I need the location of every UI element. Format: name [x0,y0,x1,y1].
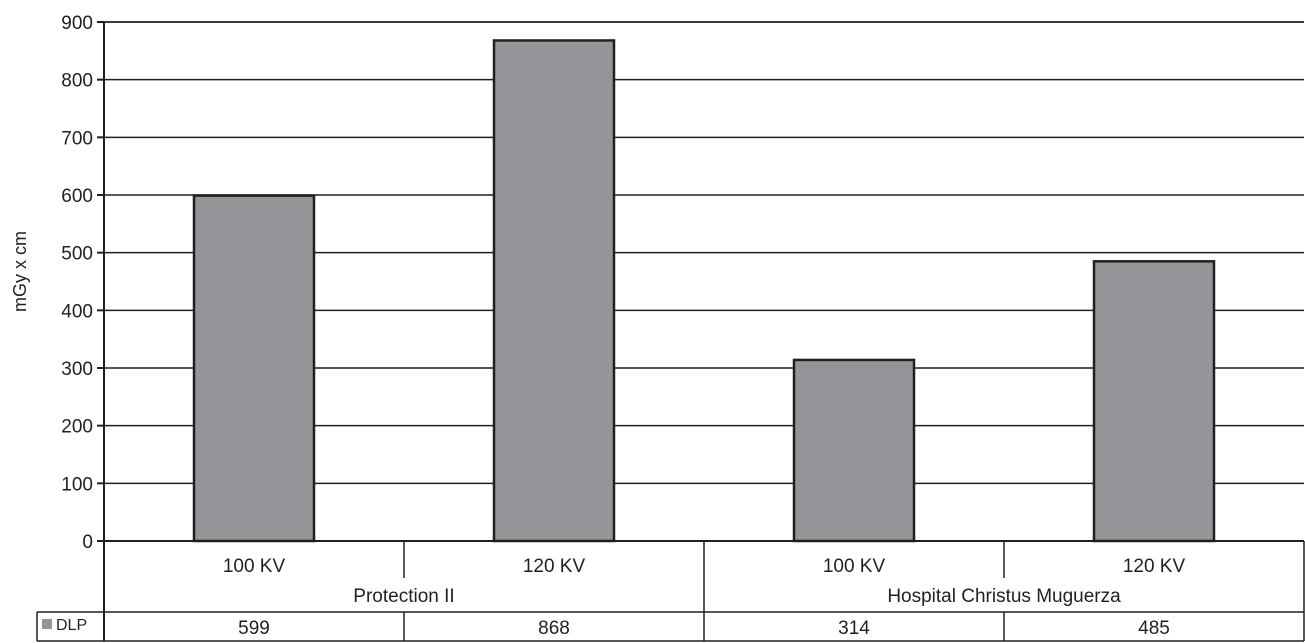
x-category-label-4: 120 KV [1123,556,1186,577]
x-category-label-3: 100 KV [823,556,886,577]
y-tick-label-900: 900 [61,13,93,34]
data-value-4: 485 [1138,618,1170,639]
y-tick-label-200: 200 [61,417,93,438]
bars [192,39,1216,543]
data-value-1: 599 [238,618,270,639]
legend-swatch-dlp [42,619,52,629]
y-tick-label-800: 800 [61,71,93,92]
bar-4 [1092,260,1216,543]
bar-2 [492,39,616,543]
y-tick-label-400: 400 [61,301,93,322]
y-tick-label-600: 600 [61,186,93,207]
y-tick-label-0: 0 [82,532,93,553]
bar-3 [792,358,916,543]
legend-label-dlp: DLP [56,617,87,634]
y-tick-label-700: 700 [61,128,93,149]
x-category-label-1: 100 KV [223,556,286,577]
category-table: 100 KV 120 KV 100 KV 120 KV Protection II Hos… [36,541,1305,642]
data-value-2: 868 [538,618,570,639]
y-tick-label-500: 500 [61,244,93,265]
y-tick-label-300: 300 [61,359,93,380]
group-label-1: Protection II [353,586,454,607]
y-axis: 0 100 200 300 400 500 600 700 800 900 [61,13,104,553]
y-tick-label-100: 100 [61,474,93,495]
x-category-label-2: 120 KV [523,556,586,577]
data-value-3: 314 [838,618,870,639]
bar-1 [192,194,316,543]
group-label-2: Hospital Christus Muguerza [887,586,1121,607]
y-axis-label: mGy x cm [10,231,30,312]
